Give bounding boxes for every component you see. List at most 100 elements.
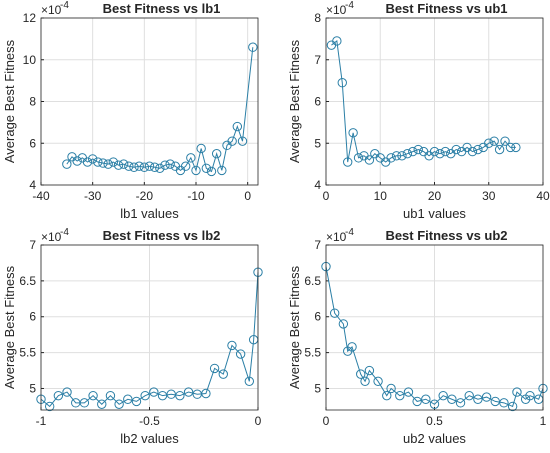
data-point [402,148,413,159]
data-point [218,369,228,379]
data-point [481,392,492,402]
data-point [353,153,364,163]
y-axis-label: Average Best Fitness [287,265,302,389]
y-tick-label: 6 [314,310,321,324]
data-point [412,396,422,407]
x-tick-label: -40 [32,189,50,203]
data-point [484,138,494,148]
data-point [507,401,518,412]
data-point [209,363,220,374]
data-point [232,121,243,132]
data-point [175,390,185,401]
data-point [118,159,129,169]
x-axis-label: lb2 values [120,431,179,446]
data-point [525,390,535,401]
x-tick-label: 40 [536,189,550,203]
y-tick-label: 5 [29,381,36,395]
data-point [87,154,98,164]
x-tick-label: 30 [482,189,496,203]
series-line [40,272,259,408]
data-point [82,157,93,167]
data-point [134,161,144,171]
data-point [206,166,217,177]
data-point [499,398,509,408]
y-tick-label: 6.5 [304,274,321,288]
y-axis-label: Average Best Fitness [287,39,302,163]
data-point [332,36,342,46]
data-point [455,398,466,408]
data-point [373,376,383,387]
x-tick-label: 0 [255,414,262,428]
data-point [440,146,451,157]
data-point [337,78,347,88]
chart-title: Best Fitness vs lb2 [103,228,221,243]
x-tick-label: 0 [244,189,251,203]
data-point [157,390,168,401]
data-point [196,143,206,154]
x-tick-label: -0.5 [139,414,160,428]
data-point [451,144,461,155]
data-point [237,136,248,146]
data-point [165,159,175,169]
data-point [93,157,103,167]
series-line [325,266,544,408]
data-point [149,162,160,172]
x-tick-label: 20 [428,189,442,203]
y-multiplier-exponent: -4 [345,227,354,238]
data-point [149,387,159,397]
y-tick-label: 6 [29,136,36,150]
data-point [489,136,499,146]
data-point [124,161,134,171]
data-point [386,153,396,163]
y-tick-label: 4 [314,178,321,192]
x-tick-label: 0 [323,189,330,203]
data-point [79,398,90,408]
axes-box [325,244,544,411]
data-point [62,387,72,397]
data-point [44,401,55,412]
data-point [429,399,440,409]
data-point [338,319,349,329]
data-point [131,396,142,407]
data-point [500,136,510,146]
x-tick-label: 0.5 [426,414,443,428]
y-tick-label: 5.5 [19,346,36,360]
x-tick-label: 10 [374,189,388,203]
chart-title: Best Fitness vs ub1 [385,1,507,16]
data-point [473,144,483,155]
data-point [494,144,505,155]
x-tick-label: -20 [136,189,154,203]
data-point [347,342,357,352]
data-point [382,390,392,401]
data-point [403,387,414,397]
data-point [191,165,201,176]
y-axis-label: Average Best Fitness [2,39,17,163]
data-point [211,148,222,159]
data-point [180,161,191,171]
y-multiplier-exponent: -4 [345,0,354,11]
data-point [408,146,418,157]
data-point [53,390,64,401]
data-point [413,144,423,155]
y-multiplier-base: ×10 [41,3,62,17]
data-point [356,369,366,379]
data-point [108,157,119,167]
data-point [227,136,237,146]
data-point [113,160,124,170]
data-point [186,153,196,163]
data-point [97,399,107,409]
data-point [129,162,139,172]
data-point [511,142,521,153]
data-point [364,365,375,376]
data-point [343,157,353,167]
x-tick-label: -10 [187,189,205,203]
chart-title: Best Fitness vs lb1 [103,1,221,16]
data-point [391,151,402,161]
data-point [201,388,211,399]
data-point [421,394,431,404]
data-point [98,158,108,168]
y-tick-label: 6 [314,95,321,109]
y-tick-label: 7 [314,238,321,252]
data-point [386,383,396,394]
